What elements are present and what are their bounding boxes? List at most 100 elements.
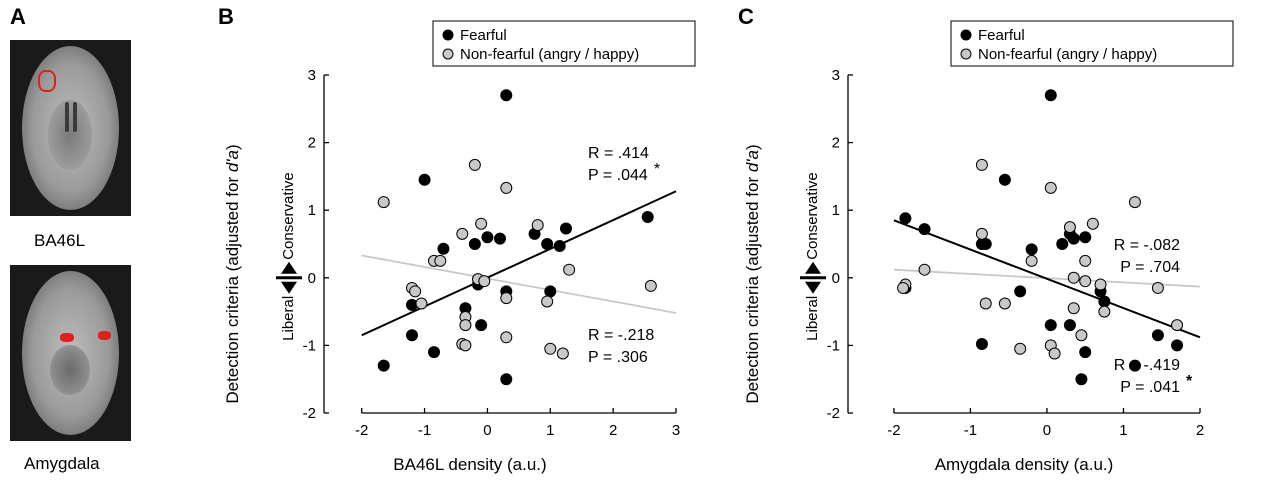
panel-c-stat-r-nonfearful: R = -.082	[1114, 237, 1180, 254]
panel-b-significance-star: *	[654, 161, 660, 178]
panel-c-legend-label-nonfearful: Non-fearful (angry / happy)	[978, 46, 1157, 63]
panel-c-nonfearful-point	[1014, 342, 1027, 355]
panel-c-nonfearful-point	[1094, 278, 1107, 291]
panel-b-nonfearful-point	[478, 275, 491, 288]
panel-b-fit-line-nonfearful	[361, 254, 677, 314]
panel-c-nonfearful-point	[918, 263, 931, 276]
panel-b-conservative-label: Conservative	[280, 172, 297, 260]
panel-b-stat-r-fearful: R = .414	[588, 145, 649, 162]
panel-c-nonfearful-point	[897, 281, 910, 294]
panel-c-fearful-point	[1044, 89, 1057, 102]
panel-b-nonfearful-point	[500, 331, 513, 344]
panel-b-arrow-up-icon	[281, 261, 297, 274]
panel-c-nonfearful-point	[979, 297, 992, 310]
panel-c-y-tick-label: -1	[827, 337, 840, 354]
brain-axial-image-amygdala	[10, 265, 131, 441]
panel-c-x-axis-label: Amygdala density (a.u.)	[935, 455, 1114, 474]
panel-b-y-tick-label: -2	[303, 405, 316, 422]
panel-b-nonfearful-point	[377, 196, 390, 209]
panel-b-nonfearful-point	[468, 158, 481, 171]
panel-c-fearful-point	[1171, 339, 1184, 352]
panel-c-nonfearful-point	[1025, 254, 1038, 267]
roi-amygdala-right-marker	[98, 331, 111, 340]
panel-b-nonfearful-point	[475, 217, 488, 230]
panel-c-nonfearful-point	[1151, 281, 1164, 294]
panel-c-fearful-point	[1098, 295, 1111, 308]
panel-b-nonfearful-point	[434, 254, 447, 267]
panel-c-arrow-down-icon	[805, 281, 821, 294]
panel-b-y-tick-label: 3	[308, 67, 316, 84]
panel-c-stat-r-fearful: R = -.419	[1114, 357, 1180, 374]
panel-c-nonfearful-point	[1048, 347, 1061, 360]
panel-c-fearful-point	[975, 338, 988, 351]
panel-c-nonfearful-point	[1079, 275, 1092, 288]
panel-b-nonfearful-point	[500, 181, 513, 194]
panel-c-stat-p-fearful: P = .041	[1120, 379, 1180, 396]
panel-c-nonfearful-point	[975, 227, 988, 240]
panel-b-fearful-point	[468, 238, 481, 250]
panel-b-fearful-point	[475, 319, 488, 332]
panel-b-fearful-point	[500, 373, 513, 386]
panel-c-nonfearful-point	[1171, 319, 1184, 332]
panel-c-fearful-point	[899, 212, 912, 225]
panel-c-arrow-up-icon	[805, 261, 821, 274]
panel-c-y-tick-label: 0	[832, 270, 840, 287]
panel-b-nonfearful-point	[409, 285, 422, 298]
panel-c-nonfearful-point	[1079, 254, 1092, 267]
panel-c-y-tick-label: 3	[832, 67, 840, 84]
panel-c-fearful-point	[1067, 232, 1080, 245]
brain-label-amygdala: Amygdala	[24, 454, 100, 473]
panel-c-nonfearful-point	[998, 297, 1011, 310]
panel-b-fearful-point	[560, 222, 572, 235]
panel-b-stat-r-nonfearful: R = -.218	[588, 327, 654, 344]
panel-b-fearful-point	[553, 240, 566, 253]
panel-c-nonfearful-point	[1075, 329, 1088, 342]
panel-b-y-tick-label: 0	[308, 270, 316, 287]
panel-c-nonfearful-point	[1063, 221, 1076, 234]
panel-c-y-tick-label: -2	[827, 405, 840, 422]
panel-b-fearful-point	[428, 346, 440, 359]
panel-c-fearful-point	[1014, 285, 1027, 298]
brain-axial-image-ba46l	[10, 40, 131, 216]
panel-b-fearful-point	[494, 232, 506, 245]
panel-c-nonfearful-point	[1128, 196, 1141, 209]
panel-c-nonfearful-point	[1044, 181, 1057, 194]
panel-b-stat-p-nonfearful: P = .306	[588, 349, 648, 366]
panel-c-y-axis-label: Detection criteria (adjusted for d'a)	[743, 144, 762, 403]
roi-amygdala-left-marker	[60, 333, 74, 342]
panel-b-legend-label-fearful: Fearful	[460, 27, 507, 44]
panel-b-y-tick-label: 1	[308, 202, 316, 219]
panel-c-fearful-point	[1075, 373, 1088, 386]
panel-b-fearful-point	[406, 329, 418, 342]
panel-c-fearful-point	[1128, 359, 1141, 372]
panel-b-nonfearful-point	[541, 295, 554, 308]
panel-b-x-tick-label: 2	[609, 422, 617, 439]
panel-c-x-tick-label: -1	[964, 422, 977, 439]
panel-b-fearful-point	[377, 359, 390, 372]
panel-c-stat-p-nonfearful: P = .704	[1120, 259, 1180, 276]
panel-c-fearful-point	[918, 223, 931, 236]
panel-c-fearful-point	[1151, 329, 1164, 342]
panel-c-liberal-label: Liberal	[804, 296, 821, 341]
panel-c-nonfearful-point	[1086, 217, 1099, 230]
panel-c-x-tick-label: 2	[1196, 422, 1204, 439]
panel-a-letter: A	[10, 4, 26, 29]
panel-b-arrow-down-icon	[281, 281, 297, 294]
panel-c-legend-marker-nonfearful	[960, 48, 972, 60]
panel-c-nonfearful-point	[1098, 305, 1111, 318]
panel-b-nonfearful-point	[531, 219, 544, 232]
panel-b-x-tick-label: -2	[355, 422, 368, 439]
panel-c-legend-box	[950, 20, 1234, 67]
panel-b-y-tick-label: 2	[308, 135, 316, 152]
panel-c-fearful-point	[1056, 238, 1069, 250]
panel-c-nonfearful-point	[1067, 302, 1080, 315]
panel-c-fit-line-fearful	[893, 219, 1201, 339]
panel-b-nonfearful-point	[563, 263, 576, 276]
panel-b-fearful-point	[437, 242, 450, 255]
panel-b-stat-p-fearful: P = .044	[588, 167, 648, 184]
panel-b-nonfearful-point	[415, 297, 428, 310]
roi-ba46l-marker	[38, 70, 56, 92]
panel-c-fearful-point	[979, 238, 992, 250]
panel-b-x-tick-label: 3	[672, 422, 680, 439]
